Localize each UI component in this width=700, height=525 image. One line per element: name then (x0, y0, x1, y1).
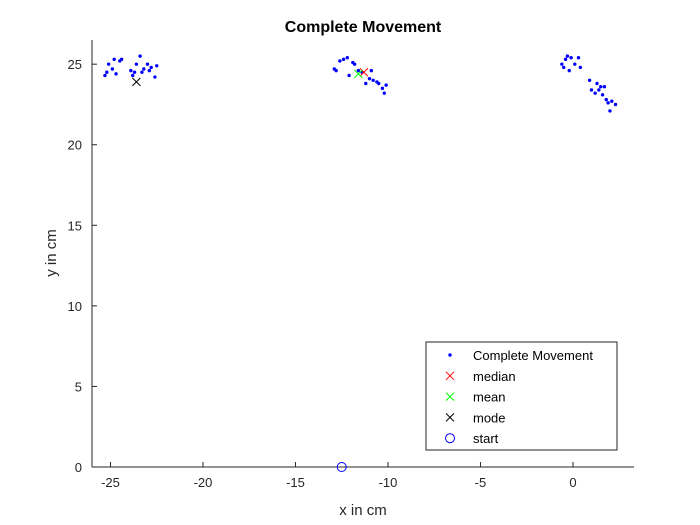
complete-movement-point (604, 97, 608, 102)
complete-movement-point (576, 56, 581, 60)
complete-movement-point (377, 81, 381, 86)
complete-movement-point (597, 88, 601, 92)
complete-movement-point (106, 62, 111, 66)
y-axis-label: y in cm (43, 229, 60, 277)
complete-movement-point (382, 91, 386, 95)
legend-mode-label: mode (473, 410, 506, 425)
x-axis-label: x in cm (339, 502, 387, 519)
complete-movement-point (145, 62, 150, 66)
axes (91, 40, 634, 468)
legend: Complete Movement median mean mode start (425, 341, 618, 451)
complete-movement-point (147, 68, 152, 73)
x-tick-label: -20 (194, 475, 213, 490)
complete-movement-point (105, 70, 109, 74)
start-point (336, 462, 347, 472)
complete-movement-point (134, 62, 139, 66)
legend-start-marker (445, 433, 455, 444)
complete-movement-point (610, 99, 614, 103)
y-tick-label: 20 (68, 138, 82, 153)
y-axis-ticks: 0 5 10 15 20 25 (68, 57, 97, 475)
complete-movement-point (578, 65, 583, 70)
legend-start-label: start (473, 431, 499, 446)
complete-movement-point (110, 67, 115, 71)
complete-movement-point (602, 85, 607, 89)
complete-movement-point (153, 75, 157, 79)
complete-movement-point (600, 93, 605, 97)
complete-movement-point (345, 56, 349, 60)
complete-movement-point (367, 76, 372, 81)
complete-movement-point (589, 88, 594, 92)
complete-movement-point (569, 56, 573, 60)
complete-movement-point (119, 57, 124, 62)
complete-movement-point (352, 62, 357, 66)
legend-mode-marker-stroke (445, 413, 455, 422)
x-tick-label: -10 (379, 475, 398, 490)
complete-movement-point (608, 109, 612, 113)
chart-title: Complete Movement (285, 19, 442, 36)
mode-point-stroke (132, 77, 141, 87)
complete-movement-point (338, 59, 342, 63)
complete-movement-point (595, 81, 599, 86)
complete-movement-point (130, 73, 135, 78)
legend-median-marker-stroke (445, 371, 455, 381)
x-tick-label: -15 (286, 475, 305, 490)
complete-movement-point (142, 67, 146, 71)
complete-movement-point (138, 54, 142, 58)
legend-median-label: median (473, 369, 516, 384)
legend-mean-marker-stroke (445, 392, 455, 401)
complete-movement-point (112, 57, 116, 62)
legend-mode-marker (445, 413, 455, 422)
complete-movement-point (155, 64, 159, 68)
y-tick-label: 25 (68, 57, 82, 72)
x-tick-label: 0 (569, 475, 576, 490)
x-tick-label: -25 (101, 475, 120, 490)
y-tick-label: 10 (68, 299, 82, 314)
complete-movement-point (132, 70, 137, 74)
complete-movement-point (129, 68, 133, 73)
y-tick-label: 15 (68, 218, 82, 233)
mean-point-stroke (354, 69, 363, 79)
x-tick-label: -5 (475, 475, 487, 490)
complete-movement-point (599, 85, 603, 89)
complete-movement-point (341, 57, 346, 62)
complete-movement-point (587, 78, 592, 82)
y-tick-label: 5 (75, 379, 82, 394)
complete-movement-point (380, 86, 385, 91)
legend-mean-label: mean (473, 390, 506, 405)
complete-movement-point (364, 81, 368, 86)
complete-movement-point (567, 68, 571, 73)
complete-movement-point (347, 73, 351, 78)
complete-movement-point (140, 70, 144, 74)
legend-median-marker (445, 371, 455, 381)
complete-movement-point (563, 57, 568, 62)
complete-movement-point (593, 91, 597, 95)
legend-complete-movement-marker (448, 353, 452, 357)
x-axis-ticks: -25 -20 -15 -10 -5 0 (101, 462, 577, 490)
y-tick-label: 0 (75, 460, 82, 475)
complete-movement-point (562, 65, 566, 70)
complete-movement-point (613, 102, 618, 107)
data-points (103, 54, 618, 472)
complete-movement-point (369, 68, 374, 73)
mode-point (132, 77, 141, 87)
mean-point (354, 69, 363, 79)
complete-movement-point (371, 78, 375, 82)
complete-movement-point (334, 68, 338, 73)
complete-movement-point (606, 101, 610, 105)
median-point-stroke (359, 67, 369, 77)
legend-mean-marker (445, 392, 455, 401)
complete-movement-point (149, 65, 153, 70)
complete-movement-point (384, 83, 388, 87)
legend-box (425, 341, 618, 451)
complete-movement-point (560, 62, 564, 66)
legend-complete-movement-label: Complete Movement (473, 348, 593, 363)
complete-movement-point (356, 68, 361, 73)
complete-movement-point (573, 62, 577, 66)
median-point (359, 67, 369, 77)
complete-movement-point (565, 54, 570, 58)
complete-movement-point (114, 72, 118, 76)
complete-movement-point (103, 73, 107, 78)
